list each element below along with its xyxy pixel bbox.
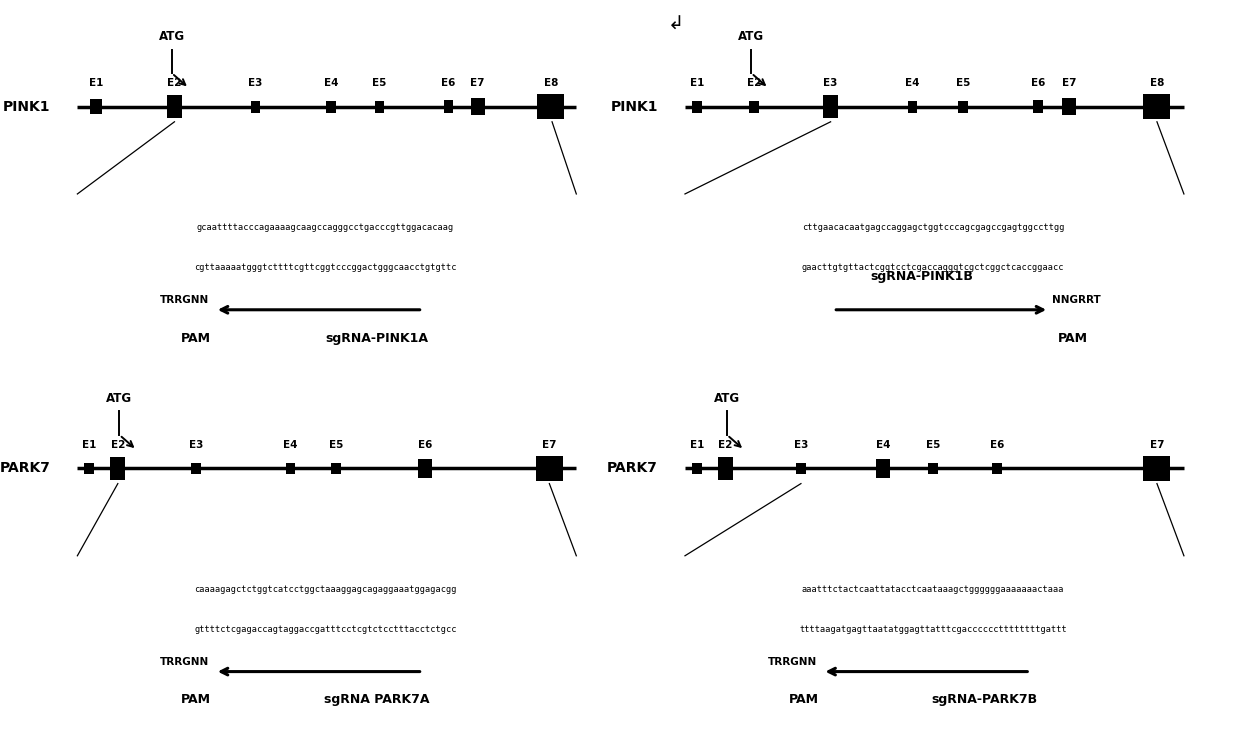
Text: gcaattttacccagaaaagcaagccagggcctgacccgttggacacaag: gcaattttacccagaaaagcaagccagggcctgacccgtt…: [197, 223, 454, 232]
Text: E7: E7: [1061, 78, 1076, 88]
Text: E1: E1: [89, 78, 103, 88]
Bar: [167, 95, 182, 118]
Text: ATG: ATG: [738, 30, 764, 43]
Bar: [374, 101, 384, 113]
Bar: [823, 95, 838, 118]
Text: E1: E1: [689, 440, 704, 450]
Text: sgRNA-PARK7B: sgRNA-PARK7B: [931, 694, 1038, 706]
Bar: [796, 463, 806, 474]
Bar: [749, 101, 759, 113]
Text: aaatttctactcaattatacctcaataaagctggggggaaaaaaactaaa: aaatttctactcaattatacctcaataaagctggggggaa…: [802, 585, 1064, 594]
Bar: [1143, 94, 1171, 119]
Text: ATG: ATG: [159, 30, 185, 43]
Text: E5: E5: [926, 440, 940, 450]
Text: PAM: PAM: [181, 694, 211, 706]
Text: E6: E6: [990, 440, 1004, 450]
Text: E2: E2: [718, 440, 733, 450]
Text: TRRGNN: TRRGNN: [160, 295, 210, 304]
Text: ATG: ATG: [107, 392, 133, 404]
Bar: [992, 463, 1002, 474]
Text: E3: E3: [188, 440, 203, 450]
Text: E6: E6: [441, 78, 455, 88]
Bar: [692, 101, 702, 113]
Text: E1: E1: [689, 78, 704, 88]
Text: E6: E6: [418, 440, 433, 450]
Bar: [537, 94, 564, 119]
Text: PAM: PAM: [789, 694, 818, 706]
Text: PARK7: PARK7: [0, 462, 51, 475]
Text: NNGRRT: NNGRRT: [1052, 295, 1101, 304]
Text: E4: E4: [324, 78, 339, 88]
Text: E7: E7: [1149, 440, 1164, 450]
Bar: [536, 456, 563, 481]
Bar: [285, 463, 295, 474]
Bar: [959, 101, 967, 113]
Bar: [718, 457, 733, 480]
Text: E4: E4: [877, 440, 890, 450]
Bar: [91, 99, 102, 114]
Bar: [110, 457, 125, 480]
Text: PAM: PAM: [1059, 331, 1089, 345]
Bar: [250, 101, 260, 113]
Bar: [692, 463, 702, 474]
Bar: [1061, 98, 1076, 116]
Text: E5: E5: [372, 78, 387, 88]
Bar: [471, 98, 485, 116]
Text: PINK1: PINK1: [610, 100, 658, 113]
Text: E3: E3: [823, 78, 838, 88]
Text: sgRNA-PINK1B: sgRNA-PINK1B: [870, 270, 973, 283]
Text: caaaagagctctggtcatcctggctaaaggagcagaggaaatggagacgg: caaaagagctctggtcatcctggctaaaggagcagaggaa…: [195, 585, 456, 594]
Text: E7: E7: [470, 78, 485, 88]
Bar: [1033, 100, 1043, 113]
Bar: [877, 460, 890, 477]
Bar: [191, 463, 201, 474]
Text: E3: E3: [248, 78, 263, 88]
Text: cttgaacacaatgagccaggagctggtcccagcgagccgagtggccttgg: cttgaacacaatgagccaggagctggtcccagcgagccga…: [802, 223, 1064, 232]
Text: ↲: ↲: [667, 15, 684, 34]
Text: E8: E8: [1149, 78, 1164, 88]
Text: E3: E3: [794, 440, 808, 450]
Text: E1: E1: [82, 440, 97, 450]
Text: E4: E4: [283, 440, 298, 450]
Text: gaacttgtgttactcggtcctcgaccagggtcgctcggctcaccggaacc: gaacttgtgttactcggtcctcgaccagggtcgctcggct…: [802, 263, 1064, 272]
Text: E2: E2: [746, 78, 761, 88]
Bar: [929, 463, 937, 474]
Text: PARK7: PARK7: [608, 462, 658, 475]
Text: PAM: PAM: [181, 331, 211, 345]
Text: ttttaagatgagttaatatggagttatttcgaccccccttttttttgattt: ttttaagatgagttaatatggagttatttcgacccccctt…: [800, 625, 1066, 634]
Text: E7: E7: [542, 440, 557, 450]
Text: TRRGNN: TRRGNN: [768, 656, 817, 667]
Text: E6: E6: [1032, 78, 1045, 88]
Bar: [84, 463, 94, 474]
Bar: [326, 101, 336, 113]
Text: TRRGNN: TRRGNN: [160, 656, 210, 667]
Text: E8: E8: [544, 78, 558, 88]
Bar: [908, 101, 918, 113]
Text: sgRNA PARK7A: sgRNA PARK7A: [324, 694, 429, 706]
Text: PINK1: PINK1: [2, 100, 51, 113]
Text: ATG: ATG: [714, 392, 740, 404]
Text: E2: E2: [110, 440, 125, 450]
Text: sgRNA-PINK1A: sgRNA-PINK1A: [325, 331, 428, 345]
Bar: [331, 463, 341, 474]
Text: E4: E4: [905, 78, 920, 88]
Text: cgttaaaaatgggtcttttcgttcggtcccggactgggcaacctgtgttc: cgttaaaaatgggtcttttcgttcggtcccggactgggca…: [195, 263, 456, 272]
Bar: [1143, 456, 1171, 481]
Text: E5: E5: [329, 440, 343, 450]
Text: E2: E2: [167, 78, 181, 88]
Bar: [444, 100, 454, 113]
Bar: [418, 460, 433, 477]
Text: E5: E5: [956, 78, 970, 88]
Text: gttttctcgagaccagtaggaccgatttcctcgtctcctttacctctgcc: gttttctcgagaccagtaggaccgatttcctcgtctcctt…: [195, 625, 456, 634]
